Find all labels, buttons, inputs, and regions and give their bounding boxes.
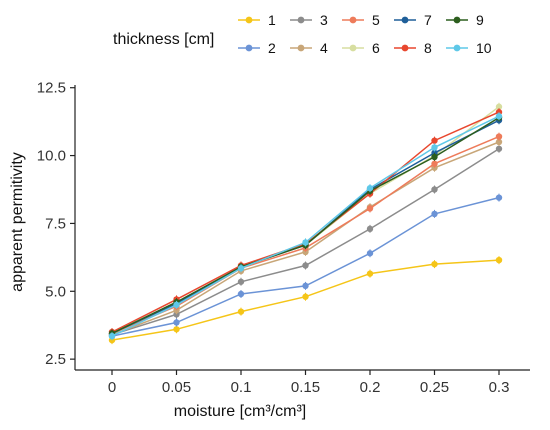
legend-label-3: 3 [320,12,328,28]
data-point-1 [431,260,438,268]
legend-label-6: 6 [372,40,380,56]
legend-label-5: 5 [372,12,380,28]
y-tick-label: 7.5 [45,215,66,232]
legend: thickness [cm] 1 2 3 4 5 6 7 8 9 10 [113,12,492,56]
data-point-1 [366,270,374,277]
legend-label-2: 2 [268,40,276,56]
x-axis-ticks: 0 0.05 0.1 0.15 0.2 0.25 0.3 [108,370,510,396]
data-point-10 [431,144,438,151]
data-point-9 [431,153,438,161]
y-axis-ticks: 2.5 5.0 7.5 10.0 12.5 [37,80,75,368]
y-tick-label: 2.5 [45,351,66,368]
y-axis-title: apparent permitivity [9,152,26,292]
legend-swatch-point-7 [401,16,409,24]
legend-swatch-point-10 [453,44,461,52]
legend-label-8: 8 [424,40,432,56]
data-point-10 [495,113,503,120]
legend-swatch-point-8 [401,44,409,52]
data-point-1 [302,293,309,300]
data-point-2 [173,319,180,326]
legend-title: thickness [cm] [113,31,214,48]
legend-label-4: 4 [320,40,328,56]
y-tick-label: 10.0 [37,148,66,165]
data-point-3 [495,145,503,152]
data-point-3 [302,262,309,269]
legend-swatch-point-3 [297,16,305,24]
data-point-10 [237,265,245,272]
data-point-3 [237,278,245,285]
data-point-2 [431,210,438,218]
legend-swatch-point-2 [245,44,253,52]
series-line-5 [111,135,500,335]
data-point-8 [431,137,438,144]
data-point-1 [173,326,180,333]
legend-label-1: 1 [268,12,276,28]
series-layer [108,102,503,345]
data-point-3 [366,225,374,233]
legend-label-7: 7 [424,12,432,28]
y-tick-label: 12.5 [37,80,66,97]
data-point-2 [237,290,245,298]
x-tick-label: 0.25 [420,379,449,396]
data-point-3 [431,186,438,193]
x-tick-label: 0.1 [231,379,252,396]
data-point-10 [366,184,374,192]
x-axis-title-text: moisture [cm³/cm³] [174,403,306,420]
x-axis-title: moisture [cm³/cm³] [174,403,306,420]
data-point-4 [495,138,503,146]
y-tick-label: 5.0 [45,283,66,300]
legend-items: 1 2 3 4 5 6 7 8 9 10 [238,12,492,56]
legend-swatch-point-5 [349,16,357,24]
data-point-5 [431,160,438,167]
data-point-10 [302,239,309,246]
data-point-6 [495,103,503,110]
data-point-1 [237,308,245,315]
legend-label-10: 10 [476,40,492,56]
legend-swatch-point-9 [453,16,461,24]
data-point-10 [173,301,180,309]
data-point-2 [366,250,374,257]
x-tick-label: 0.2 [360,379,381,396]
x-tick-label: 0.3 [489,379,510,396]
data-point-2 [495,194,503,201]
x-tick-label: 0 [108,379,116,396]
data-point-5 [495,133,503,140]
legend-swatch-point-1 [245,16,253,24]
legend-swatch-point-4 [297,44,305,52]
data-point-1 [495,256,503,264]
x-tick-label: 0.15 [291,379,320,396]
data-point-2 [302,282,309,290]
legend-swatch-point-6 [349,44,357,52]
x-tick-label: 0.05 [162,379,191,396]
data-point-5 [366,205,374,212]
data-point-10 [108,332,116,340]
legend-label-9: 9 [476,12,484,28]
